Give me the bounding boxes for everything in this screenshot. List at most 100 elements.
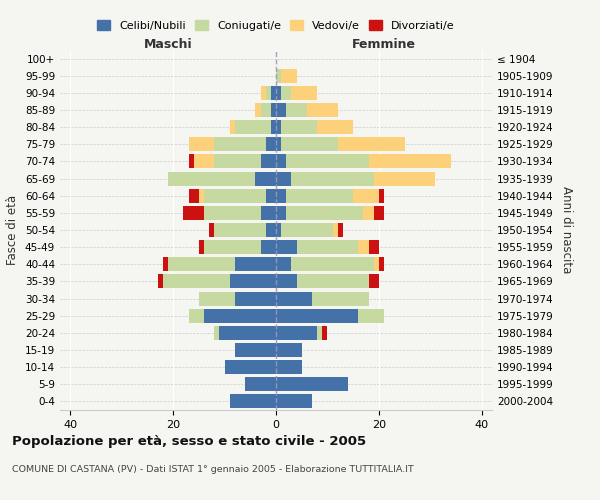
Bar [317, 120, 353, 134]
Bar [276, 223, 281, 237]
Bar [199, 240, 204, 254]
Bar [235, 120, 271, 134]
Bar [204, 308, 276, 322]
Y-axis label: Anni di nascita: Anni di nascita [560, 186, 573, 274]
Bar [307, 103, 338, 117]
Text: Femmine: Femmine [352, 38, 416, 51]
Bar [364, 206, 374, 220]
Bar [245, 378, 276, 392]
Bar [296, 274, 368, 288]
Bar [230, 274, 276, 288]
Text: Popolazione per età, sesso e stato civile - 2005: Popolazione per età, sesso e stato civil… [12, 435, 366, 448]
Bar [276, 292, 312, 306]
Bar [224, 360, 276, 374]
Bar [338, 138, 404, 151]
Bar [374, 172, 436, 185]
Bar [276, 326, 317, 340]
Bar [209, 223, 214, 237]
Bar [286, 188, 353, 202]
Bar [168, 172, 256, 185]
Bar [214, 154, 260, 168]
Y-axis label: Fasce di età: Fasce di età [7, 195, 19, 265]
Bar [214, 223, 266, 237]
Bar [271, 103, 276, 117]
Bar [184, 206, 204, 220]
Bar [256, 172, 276, 185]
Bar [286, 103, 307, 117]
Bar [260, 154, 276, 168]
Text: Maschi: Maschi [143, 38, 193, 51]
Bar [368, 274, 379, 288]
Bar [266, 86, 271, 100]
Bar [281, 138, 338, 151]
Bar [374, 258, 379, 272]
Bar [188, 188, 199, 202]
Bar [163, 258, 168, 272]
Bar [266, 223, 276, 237]
Bar [260, 206, 276, 220]
Bar [235, 292, 276, 306]
Bar [353, 188, 379, 202]
Bar [276, 360, 302, 374]
Bar [276, 274, 296, 288]
Bar [286, 154, 368, 168]
Bar [368, 240, 379, 254]
Bar [379, 188, 384, 202]
Bar [230, 120, 235, 134]
Bar [266, 138, 276, 151]
Bar [312, 292, 368, 306]
Bar [168, 258, 235, 272]
Bar [338, 223, 343, 237]
Bar [276, 154, 286, 168]
Bar [260, 103, 271, 117]
Bar [276, 258, 292, 272]
Bar [276, 378, 348, 392]
Bar [214, 326, 220, 340]
Bar [368, 154, 451, 168]
Bar [358, 308, 384, 322]
Bar [188, 138, 214, 151]
Bar [271, 120, 276, 134]
Bar [281, 68, 296, 82]
Bar [276, 240, 296, 254]
Bar [235, 343, 276, 357]
Bar [188, 154, 194, 168]
Bar [332, 223, 338, 237]
Bar [292, 86, 317, 100]
Bar [158, 274, 163, 288]
Bar [204, 240, 260, 254]
Bar [260, 86, 266, 100]
Bar [230, 394, 276, 408]
Text: COMUNE DI CASTANA (PV) - Dati ISTAT 1° gennaio 2005 - Elaborazione TUTTITALIA.IT: COMUNE DI CASTANA (PV) - Dati ISTAT 1° g… [12, 465, 414, 474]
Bar [199, 188, 204, 202]
Bar [220, 326, 276, 340]
Bar [276, 120, 281, 134]
Bar [292, 172, 374, 185]
Legend: Celibi/Nubili, Coniugati/e, Vedovi/e, Divorziati/e: Celibi/Nubili, Coniugati/e, Vedovi/e, Di… [93, 16, 459, 35]
Bar [204, 206, 260, 220]
Bar [276, 68, 281, 82]
Bar [204, 188, 266, 202]
Bar [374, 206, 384, 220]
Bar [214, 138, 266, 151]
Bar [379, 258, 384, 272]
Bar [199, 292, 235, 306]
Bar [260, 240, 276, 254]
Bar [296, 240, 358, 254]
Bar [276, 138, 281, 151]
Bar [276, 343, 302, 357]
Bar [276, 394, 312, 408]
Bar [286, 206, 364, 220]
Bar [358, 240, 368, 254]
Bar [188, 308, 204, 322]
Bar [276, 86, 281, 100]
Bar [276, 206, 286, 220]
Bar [276, 308, 358, 322]
Bar [256, 103, 260, 117]
Bar [163, 274, 230, 288]
Bar [281, 86, 292, 100]
Bar [271, 86, 276, 100]
Bar [276, 172, 292, 185]
Bar [276, 103, 286, 117]
Bar [322, 326, 328, 340]
